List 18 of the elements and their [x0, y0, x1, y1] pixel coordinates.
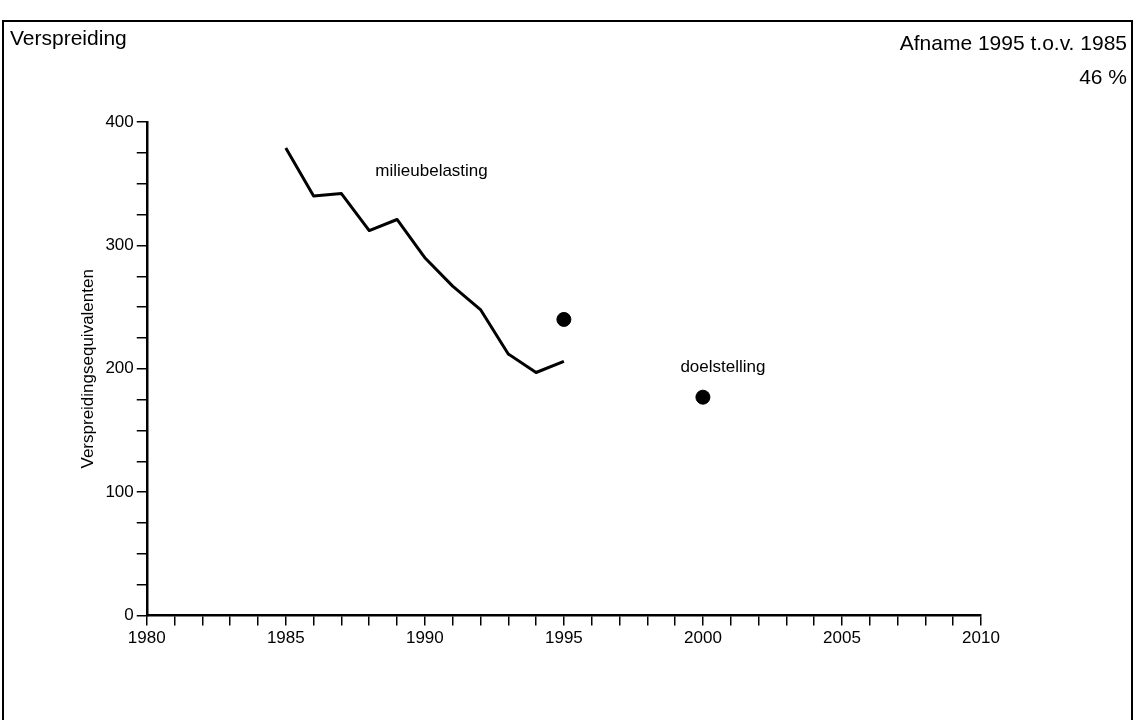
y-tick-label: 0	[124, 605, 134, 625]
x-tick-label: 1980	[127, 628, 166, 648]
y-tick-label: 100	[105, 481, 134, 501]
y-tick-label: 200	[105, 358, 134, 378]
x-tick-label: 2005	[823, 628, 861, 648]
text: milieubelasting	[375, 161, 488, 181]
y-tick-label: 400	[105, 111, 134, 131]
series-label: doelstelling	[680, 356, 766, 376]
text: 46 %	[1078, 64, 1127, 90]
x-tick-label: 2010	[962, 628, 1000, 648]
chart-title: Verspreiding	[10, 26, 127, 50]
x-tick-label: 1985	[266, 628, 305, 648]
y-axis-title: Verspreidingsequivalenten	[77, 269, 97, 469]
x-tick-label: 1990	[405, 628, 444, 648]
x-tick-label: 2000	[684, 628, 722, 648]
y-tick-label: 300	[105, 235, 134, 255]
x-tick-label: 1995	[544, 628, 583, 648]
text: Afname 1995 t.o.v. 1985	[899, 30, 1127, 56]
